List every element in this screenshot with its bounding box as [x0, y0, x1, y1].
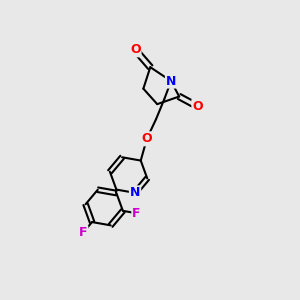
Text: F: F [79, 226, 87, 239]
Text: O: O [192, 100, 203, 113]
Text: N: N [166, 74, 176, 88]
Text: O: O [130, 44, 141, 56]
Text: O: O [142, 132, 152, 145]
Text: F: F [132, 207, 141, 220]
Text: N: N [130, 186, 140, 200]
